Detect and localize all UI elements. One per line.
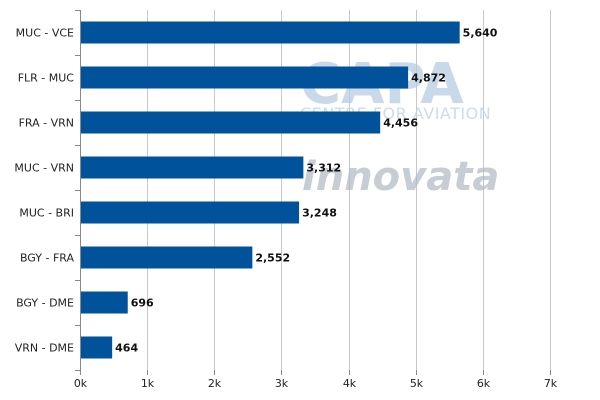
x-tick-label: 5k xyxy=(410,377,424,390)
data-label: 3,312 xyxy=(306,162,341,175)
x-tick-label: 1k xyxy=(141,377,155,390)
bars xyxy=(81,21,460,359)
bar xyxy=(81,291,128,314)
data-label: 4,456 xyxy=(383,117,418,130)
category-label: VRN - DME xyxy=(15,342,74,355)
x-tick-label: 3k xyxy=(275,377,289,390)
watermark-innovata: innovata xyxy=(302,154,499,200)
bar xyxy=(81,66,409,89)
labels: 0k 1k 2k 3k 4k 5k 6k 7k MUC - VCE 5,640 FLR - MUC 4… xyxy=(14,27,557,391)
x-tick-label: 2k xyxy=(208,377,222,390)
category-label: MUC - VCE xyxy=(16,27,74,40)
category-label: BGY - DME xyxy=(16,297,74,310)
bar xyxy=(81,246,253,269)
data-label: 5,640 xyxy=(463,27,498,40)
category-label: MUC - BRI xyxy=(19,207,74,220)
x-tick-label: 6k xyxy=(477,377,491,390)
bar xyxy=(81,156,304,179)
category-label: FRA - VRN xyxy=(19,117,74,130)
data-label: 3,248 xyxy=(302,207,337,220)
x-tick-label: 7k xyxy=(544,377,558,390)
axes xyxy=(75,10,551,375)
bar xyxy=(81,201,300,224)
bar xyxy=(81,336,113,359)
data-label: 464 xyxy=(115,342,138,355)
x-tick-label: 4k xyxy=(343,377,357,390)
category-label: BGY - FRA xyxy=(20,252,75,265)
category-label: FLR - MUC xyxy=(18,72,75,85)
category-label: MUC - VRN xyxy=(14,162,74,175)
data-label: 2,552 xyxy=(255,252,290,265)
data-label: 696 xyxy=(131,297,154,310)
bar xyxy=(81,111,381,134)
x-tick-label: 0k xyxy=(74,377,88,390)
bar xyxy=(81,21,460,44)
data-label: 4,872 xyxy=(411,72,446,85)
